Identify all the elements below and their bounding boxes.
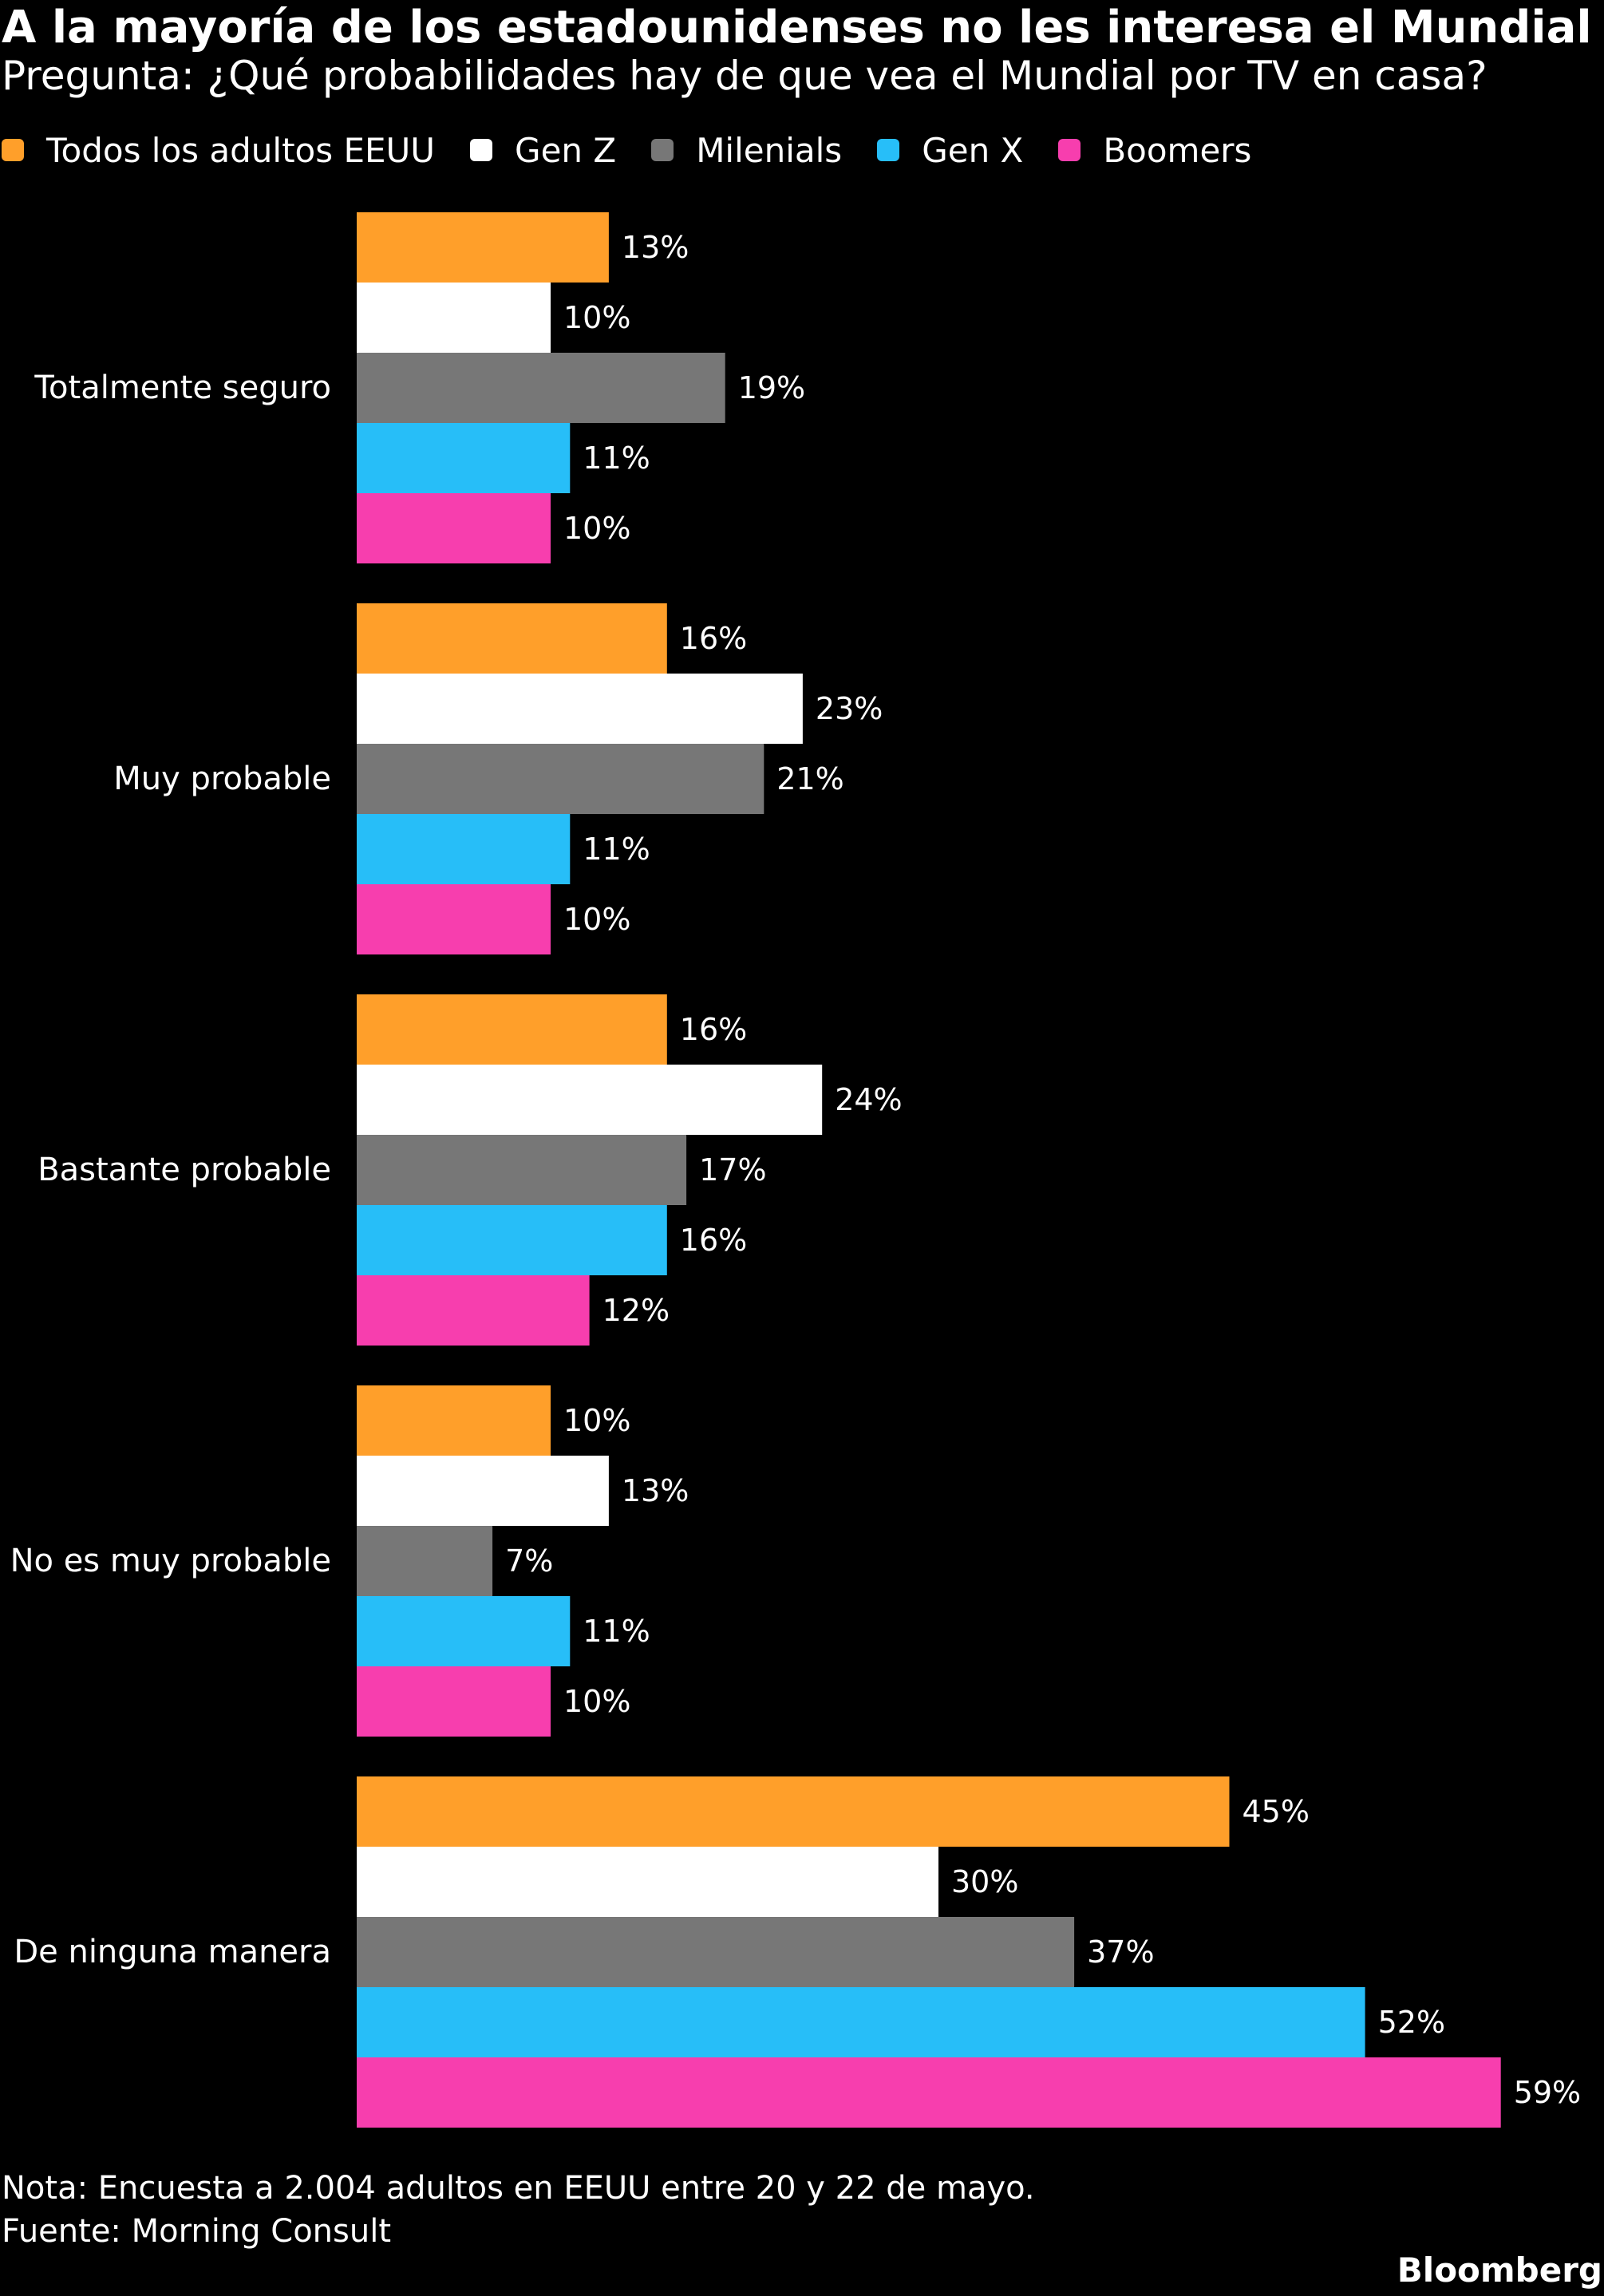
bar [357, 1385, 551, 1456]
bar [357, 814, 571, 884]
data-label: 12% [602, 1293, 670, 1328]
data-label: 13% [622, 1473, 689, 1508]
bar [357, 1456, 609, 1526]
data-label: 10% [563, 511, 630, 546]
data-label: 52% [1378, 2005, 1445, 2040]
legend-swatch [651, 139, 674, 161]
data-label: 16% [680, 1223, 747, 1258]
bar [357, 1776, 1230, 1847]
bar [357, 674, 803, 744]
data-label: 11% [583, 1614, 650, 1649]
bar [357, 744, 764, 814]
bar [357, 1275, 590, 1346]
bar [357, 603, 667, 674]
bar [357, 1135, 687, 1205]
data-label: 7% [505, 1543, 553, 1579]
legend-label: Gen X [922, 130, 1024, 170]
bar [357, 1065, 823, 1135]
bar [357, 1987, 1365, 2057]
data-label: 24% [835, 1082, 902, 1117]
data-label: 30% [951, 1864, 1018, 1899]
data-label: 16% [680, 1012, 747, 1047]
data-label: 16% [680, 621, 747, 656]
bar [357, 2057, 1501, 2128]
legend-item: Todos los adultos EEUU [2, 131, 435, 170]
legend-swatch [1058, 139, 1081, 161]
data-label: 23% [816, 691, 883, 726]
bar [357, 884, 551, 954]
data-label: 10% [563, 300, 630, 335]
legend: Todos los adultos EEUU Gen Z Milenials Gen … [2, 128, 1286, 172]
data-label: 19% [738, 370, 805, 405]
bar [357, 212, 609, 283]
legend-label: Todos los adultos EEUU [46, 130, 436, 170]
data-label: 13% [622, 230, 689, 265]
bar [357, 353, 725, 423]
bar [357, 1596, 571, 1666]
bar [357, 423, 571, 493]
chart-subtitle: Pregunta: ¿Qué probabilidades hay de que… [2, 53, 1487, 99]
category-label: Muy probable [113, 761, 331, 797]
data-label: 59% [1514, 2075, 1581, 2110]
legend-swatch [2, 139, 24, 161]
legend-item: Gen Z [470, 131, 616, 170]
data-label: 37% [1087, 1934, 1154, 1970]
legend-swatch [470, 139, 493, 161]
footnote: Nota: Encuesta a 2.004 adultos en EEUU e… [2, 2170, 1035, 2207]
bar [357, 1666, 551, 1737]
category-label: Totalmente seguro [34, 369, 331, 406]
data-label: 11% [583, 832, 650, 867]
category-label: De ninguna manera [14, 1934, 331, 1970]
bar [357, 994, 667, 1065]
bar [357, 1205, 667, 1275]
bar [357, 493, 551, 563]
data-label: 10% [563, 1684, 630, 1719]
legend-label: Boomers [1103, 130, 1252, 170]
bar [357, 1526, 493, 1596]
data-label: 21% [776, 761, 843, 796]
legend-label: Milenials [696, 130, 843, 170]
legend-swatch [877, 139, 900, 161]
legend-item: Boomers [1058, 131, 1251, 170]
bar [357, 1847, 938, 1917]
data-label: 10% [563, 902, 630, 937]
data-label: 45% [1243, 1794, 1310, 1829]
bloomberg-logo: Bloomberg [1397, 2251, 1602, 2290]
legend-item: Gen X [877, 131, 1023, 170]
bar [357, 283, 551, 353]
category-label: No es muy probable [10, 1543, 331, 1579]
legend-item: Milenials [651, 131, 842, 170]
legend-label: Gen Z [515, 130, 617, 170]
bar [357, 1917, 1075, 1987]
category-label: Bastante probable [38, 1152, 331, 1188]
bar-chart: Totalmente seguro 13% 10% 19% 11% 10% Muy prob… [10, 212, 1581, 2128]
data-label: 11% [583, 441, 650, 476]
data-label: 17% [699, 1152, 766, 1188]
chart-title: A la mayoría de los estadounidenses no l… [2, 2, 1592, 53]
source-note: Fuente: Morning Consult [2, 2213, 392, 2250]
data-label: 10% [563, 1403, 630, 1438]
